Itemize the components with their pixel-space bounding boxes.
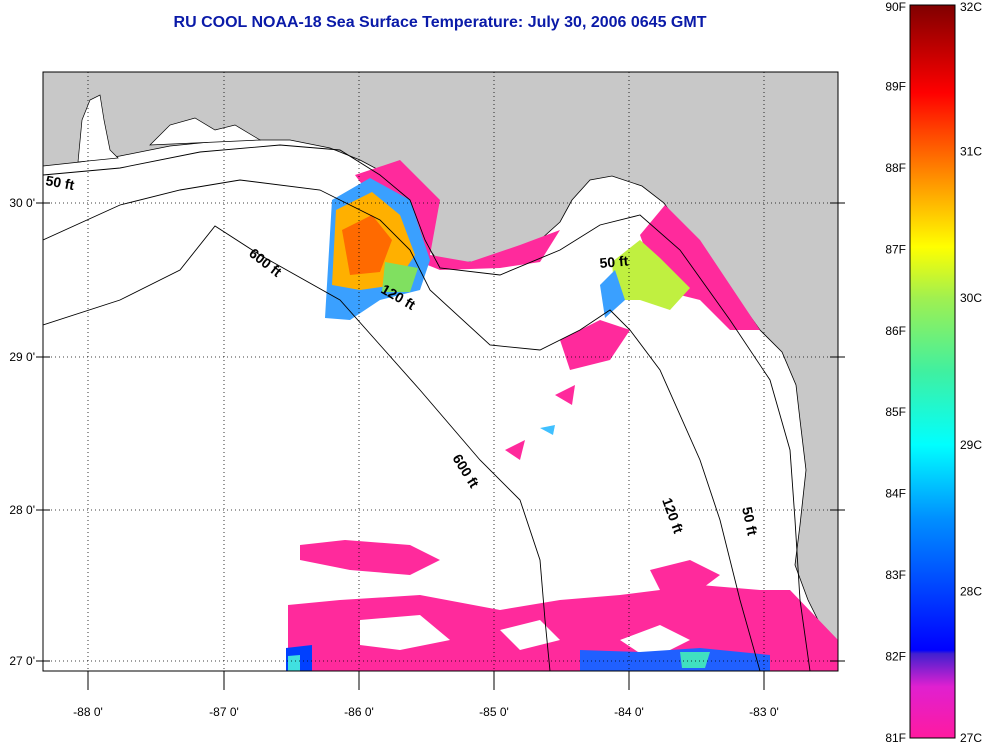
lat-label: 27 0' xyxy=(9,654,35,668)
graticule xyxy=(43,72,838,671)
colorbar-c-label: 31C xyxy=(960,145,982,159)
bay xyxy=(149,117,262,146)
colorbar-f-label: 87F xyxy=(885,242,906,256)
colorbar-c-label: 29C xyxy=(960,438,982,452)
colorbar-c-label: 27C xyxy=(960,731,982,745)
lon-label: -86 0' xyxy=(344,705,374,719)
colorbar-c-label: 28C xyxy=(960,584,982,598)
map-frame xyxy=(42,71,839,672)
contour-label: 50 ft xyxy=(44,172,75,193)
axis-ticks xyxy=(36,202,845,690)
map-title: RU COOL NOAA-18 Sea Surface Temperature:… xyxy=(173,14,707,31)
colorbar-f-label: 81F xyxy=(885,731,906,745)
land xyxy=(43,72,838,661)
lon-label: -87 0' xyxy=(209,705,239,719)
lon-label: -84 0' xyxy=(614,705,644,719)
lat-label: 30 0' xyxy=(9,196,35,210)
colorbar-f-label: 86F xyxy=(885,324,906,338)
colorbar-f-label: 82F xyxy=(885,650,906,664)
colorbar-f-label: 85F xyxy=(885,405,906,419)
colorbar-f-label: 89F xyxy=(885,79,906,93)
contour-label: 50 ft xyxy=(599,253,629,271)
colorbar-f-label: 83F xyxy=(885,568,906,582)
colorbar-f-label: 84F xyxy=(885,487,906,501)
colorbar-f-label: 88F xyxy=(885,161,906,175)
colorbar-c-label: 30C xyxy=(960,291,982,305)
lon-label: -83 0' xyxy=(749,705,779,719)
lat-label: 28 0' xyxy=(9,503,35,517)
depth-contours xyxy=(43,144,811,671)
lon-label: -88 0' xyxy=(73,705,103,719)
contour-label: 50 ft xyxy=(739,505,761,537)
colorbar-f-label: 90F xyxy=(885,0,906,14)
lat-label: 29 0' xyxy=(9,350,35,364)
bay xyxy=(77,94,119,163)
colorbar xyxy=(909,4,956,739)
colorbar-c-label: 32C xyxy=(960,0,982,14)
lon-label: -85 0' xyxy=(479,705,509,719)
sst-patches xyxy=(286,160,838,671)
